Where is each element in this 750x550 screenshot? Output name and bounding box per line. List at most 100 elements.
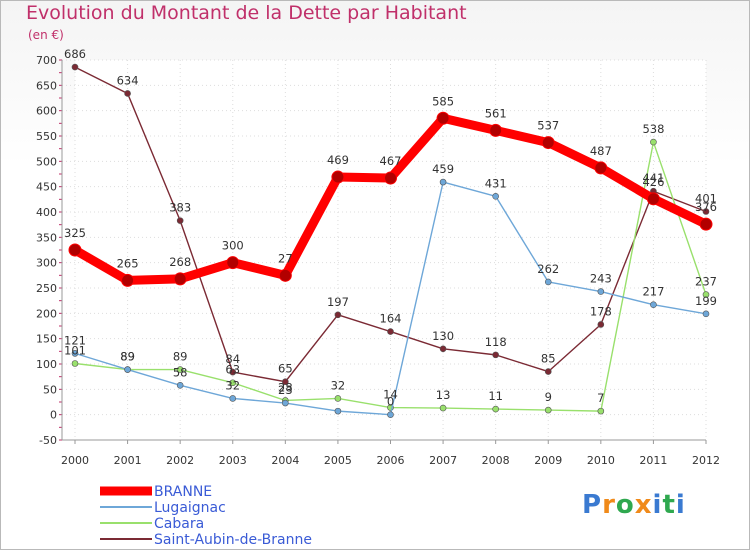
legend-label: Cabara [154, 516, 204, 532]
x-tick-label: 2004 [271, 454, 299, 467]
logo-letter: i [652, 490, 663, 520]
data-point [544, 278, 552, 286]
data-point [334, 395, 342, 402]
data-point [173, 272, 187, 286]
data-point [541, 136, 555, 150]
y-tick-label: 550 [36, 130, 57, 143]
data-label: 32 [331, 378, 346, 392]
data-point [439, 404, 447, 412]
x-tick-label: 2001 [114, 454, 142, 467]
data-point [646, 192, 660, 206]
x-tick-label: 2009 [534, 454, 562, 467]
data-point [71, 360, 79, 367]
data-point [439, 178, 447, 186]
y-tick-label: 600 [36, 105, 57, 118]
data-point [229, 368, 237, 376]
data-point [124, 90, 131, 97]
y-tick-label: 700 [36, 54, 57, 67]
data-label: 467 [380, 154, 402, 168]
x-tick-label: 2010 [587, 454, 615, 467]
data-label: 65 [278, 362, 293, 376]
data-label: 85 [541, 352, 556, 366]
data-label: 237 [695, 275, 717, 289]
data-label: 265 [117, 256, 139, 270]
data-label: 89 [120, 350, 135, 364]
data-label: 118 [485, 335, 507, 349]
x-tick-label: 2005 [324, 454, 352, 467]
x-tick-label: 2003 [219, 454, 247, 467]
data-point [544, 368, 552, 375]
data-label: 164 [380, 312, 402, 326]
data-label: 686 [64, 47, 86, 61]
data-point [278, 268, 292, 282]
y-tick-label: 150 [36, 333, 57, 346]
x-tick-label: 2006 [377, 454, 405, 467]
y-tick-label: 200 [36, 307, 57, 320]
data-label: 431 [485, 176, 507, 190]
logo-letter: r [602, 490, 616, 520]
data-label: 130 [432, 329, 454, 343]
series-lugaignac [71, 178, 710, 418]
y-tick-label: 350 [36, 231, 57, 244]
data-point [699, 217, 713, 231]
logo-letter: o [615, 490, 635, 520]
y-tick-label: -50 [39, 434, 57, 447]
data-label: 268 [169, 255, 191, 269]
data-label: 243 [590, 272, 612, 286]
data-label: 376 [695, 200, 717, 214]
data-label: 0 [387, 395, 394, 409]
data-point [384, 171, 397, 185]
y-tick-label: 650 [36, 79, 57, 92]
data-point [387, 411, 394, 418]
y-tick-label: 50 [43, 383, 57, 396]
data-point [282, 378, 289, 386]
series-branne [68, 111, 713, 287]
logo-letter: i [675, 490, 686, 520]
data-point [176, 381, 184, 389]
data-label: 178 [590, 304, 612, 318]
proxiti-logo: Proxiti [582, 490, 686, 520]
y-tick-label: 300 [36, 257, 57, 270]
data-label: 28 [278, 380, 293, 394]
x-tick-label: 2008 [482, 454, 510, 467]
data-point [489, 123, 503, 137]
data-label: 121 [64, 333, 86, 347]
data-label: 262 [537, 262, 559, 276]
data-label: 325 [64, 226, 86, 240]
data-label: 7 [597, 391, 604, 405]
data-point [334, 311, 342, 319]
data-label: 300 [222, 239, 244, 253]
y-tick-label: 400 [36, 206, 57, 219]
x-tick-label: 2007 [429, 454, 457, 467]
data-label: 197 [327, 295, 349, 309]
data-point [71, 63, 79, 71]
data-point [68, 243, 82, 257]
logo-letter: P [582, 490, 603, 520]
logo-letter: t [662, 490, 676, 520]
data-label: 459 [432, 162, 454, 176]
data-label: 32 [225, 378, 240, 392]
data-label: 101 [64, 343, 86, 357]
data-label: 487 [590, 144, 612, 158]
data-point [124, 366, 131, 373]
data-point [492, 405, 499, 413]
legend-label: Lugaignac [154, 500, 226, 516]
data-label: 58 [173, 365, 188, 379]
data-point [439, 345, 447, 353]
x-tick-label: 2000 [61, 454, 89, 467]
data-point [121, 273, 135, 287]
data-label: 9 [545, 390, 552, 404]
data-point [702, 291, 710, 298]
legend-label: BRANNE [154, 484, 212, 500]
data-point [597, 407, 605, 415]
legend-label: Saint-Aubin-de-Branne [154, 532, 312, 548]
x-tick-label: 2002 [166, 454, 194, 467]
data-point [492, 351, 499, 359]
data-point [597, 288, 605, 295]
data-point [176, 366, 184, 373]
data-point [544, 406, 552, 414]
data-label: 426 [642, 175, 664, 189]
x-tick-label: 2011 [639, 454, 667, 467]
data-point [226, 256, 240, 270]
